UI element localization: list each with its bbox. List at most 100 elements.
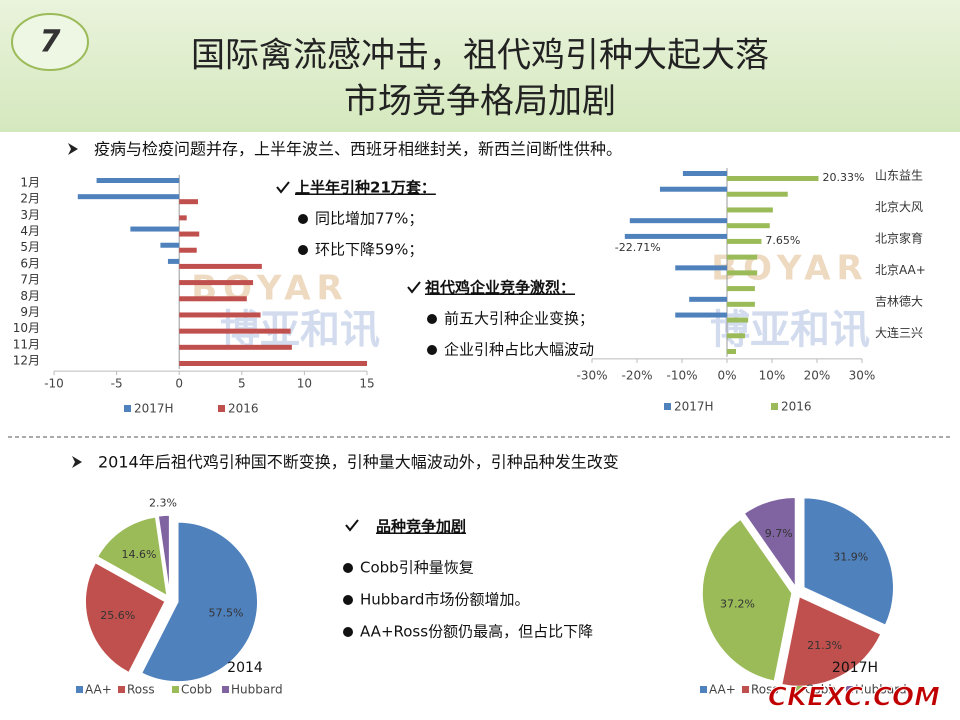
callout-heading: 祖代鸡企业竞争激烈： — [424, 279, 575, 297]
dot-bullet — [427, 314, 437, 324]
bar — [727, 191, 788, 197]
data-label: 57.5% — [209, 606, 244, 619]
legend-swatch — [222, 686, 229, 693]
callout-item: Cobb引种量恢复 — [360, 559, 474, 577]
bar — [167, 258, 180, 264]
data-label: 25.6% — [100, 609, 135, 622]
watermark: 博亚和讯 — [710, 307, 870, 353]
data-label: -22.71% — [615, 241, 661, 254]
pie-slice — [84, 561, 167, 674]
bar — [160, 242, 180, 248]
legend-swatch — [664, 403, 671, 410]
legend-label: Hubbard — [855, 683, 907, 697]
chart-title: 2014 — [227, 660, 263, 676]
data-label: 7.65% — [765, 234, 800, 247]
bar — [727, 176, 819, 181]
category-label: 7月 — [20, 273, 40, 287]
bar — [727, 286, 755, 292]
x-tick-label: 0 — [175, 377, 183, 391]
number-badge — [11, 13, 89, 71]
pie-slice — [701, 518, 793, 683]
legend-label: Cobb — [181, 683, 212, 697]
dot-bullet — [343, 627, 353, 637]
x-tick-label: -30% — [576, 369, 607, 383]
legend-swatch — [118, 686, 125, 693]
bar — [179, 280, 254, 286]
x-tick-label: 20% — [804, 369, 831, 383]
legend-swatch — [846, 686, 853, 693]
callout-heading: 品种竞争加剧 — [376, 518, 466, 536]
slide-number: 7 — [40, 25, 61, 60]
check-mark — [276, 181, 290, 194]
category-label: 11月 — [13, 337, 40, 351]
legend-label: Cobb — [805, 683, 836, 697]
data-label: 31.9% — [833, 551, 868, 564]
chart-title: 2017H — [832, 660, 878, 676]
charts: BOYAR 博亚和讯 -10 -5 0 5 10 15 1月 2月 3月 4月 5月 6月 7月 8月 9月 10… — [13, 168, 926, 697]
bar — [179, 247, 197, 253]
pie-slice — [140, 521, 259, 683]
bar — [727, 317, 749, 323]
check-mark — [345, 519, 359, 532]
bar — [179, 199, 198, 205]
pie-slice — [96, 515, 169, 598]
bar — [675, 312, 727, 318]
legend-swatch — [76, 686, 83, 693]
x-tick-label: -10% — [666, 369, 697, 383]
category-label: 3月 — [20, 208, 40, 222]
category-label: 5月 — [20, 240, 40, 254]
bar — [659, 186, 727, 192]
category-label: 10月 — [13, 321, 40, 335]
dot-bullet — [343, 563, 353, 573]
category-label: 大连三兴 — [875, 325, 923, 340]
bar — [96, 178, 180, 183]
category-label: 2月 — [20, 192, 40, 206]
title-line: 市场竞争格局加剧 — [344, 82, 616, 122]
dot-bullet — [298, 245, 308, 255]
bar — [179, 296, 247, 302]
callout-item: Hubbard市场份额增加。 — [360, 591, 529, 609]
legend-swatch — [742, 686, 749, 693]
data-label: 14.6% — [122, 548, 157, 561]
title-line: 国际禽流感冲击，祖代鸡引种大起大落 — [191, 36, 769, 76]
bar — [130, 226, 180, 232]
legend-swatch — [218, 405, 225, 412]
category-label: 4月 — [20, 224, 40, 238]
x-tick-label: 0% — [717, 369, 736, 383]
legend-label: 2016 — [228, 402, 259, 416]
bar — [179, 263, 262, 269]
bullet-text: 2014年后祖代鸡引种国不断变换，引种量大幅波动外，引种品种发生改变 — [98, 453, 619, 472]
watermark: BOYAR — [711, 249, 868, 289]
data-label: 21.3% — [807, 639, 842, 652]
legend-label: Ross — [751, 683, 779, 697]
header-band — [0, 0, 960, 132]
data-label: 37.2% — [720, 597, 755, 610]
arrow-bullet — [72, 456, 82, 468]
legend-label: 2017H — [134, 402, 174, 416]
bar — [682, 171, 727, 176]
bar — [727, 270, 758, 276]
legend-label: 2016 — [781, 400, 812, 414]
legend-swatch — [700, 686, 707, 693]
bar — [675, 265, 727, 271]
callout-item: 同比增加77%； — [315, 210, 423, 228]
bar — [179, 215, 187, 221]
bar — [727, 207, 773, 213]
legend-label: AA+ — [85, 683, 112, 697]
category-label: 9月 — [20, 305, 40, 319]
bar — [727, 333, 745, 339]
category-label: 北京家育 — [875, 230, 923, 245]
legend-label: Ross — [127, 683, 155, 697]
bar — [727, 301, 755, 307]
dot-bullet — [298, 214, 308, 224]
dot-bullet — [343, 595, 353, 605]
check-mark — [407, 281, 421, 294]
callout-item: 企业引种占比大幅波动 — [444, 341, 594, 359]
x-tick-label: -10 — [44, 377, 64, 391]
pie-slice — [802, 496, 895, 627]
legend-label: 2017H — [674, 400, 714, 414]
category-label: 12月 — [13, 354, 40, 368]
category-label: 北京大风 — [875, 200, 923, 214]
x-tick-label: 5 — [238, 377, 246, 391]
legend-swatch — [172, 686, 179, 693]
